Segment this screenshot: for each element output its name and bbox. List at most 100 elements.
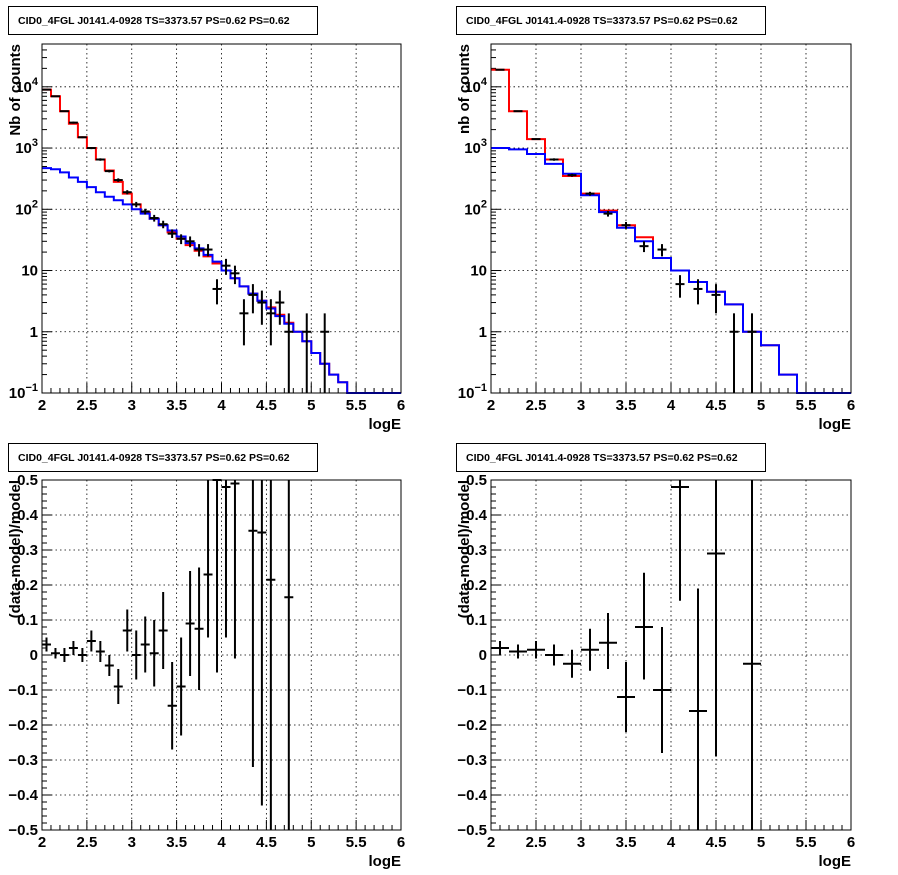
data-point: [221, 258, 231, 275]
data-point: [275, 290, 285, 325]
data-point: [545, 644, 563, 666]
data-point: [743, 480, 761, 830]
y-tick-label: 102: [15, 198, 38, 218]
y-tick-label: 103: [15, 137, 38, 157]
data-point: [707, 480, 725, 757]
data-point: [212, 479, 222, 673]
series-1-histogram: [42, 167, 401, 394]
data-point: [167, 662, 177, 750]
x-tick-label: 2: [38, 834, 46, 851]
y-tick-label: 0.1: [466, 612, 487, 629]
data-point: [581, 628, 599, 671]
y-tick-label: 0.4: [466, 507, 488, 524]
data-point: [567, 173, 577, 177]
y-tick-label: −0.4: [457, 787, 487, 804]
y-tick-label: 102: [464, 198, 487, 218]
data-point: [149, 620, 159, 687]
chart-title: CID0_4FGL J0141.4-0928 TS=3373.57 PS=0.6…: [8, 6, 318, 35]
x-tick-label: 2.5: [76, 397, 97, 414]
title-text: CID0_4FGL J0141.4-0928 TS=3373.57 PS=0.6…: [18, 452, 290, 464]
data-point: [239, 299, 249, 346]
y-tick-label: 0.3: [17, 542, 38, 559]
x-axis-title: logE: [369, 416, 402, 433]
x-tick-label: 3.5: [166, 397, 187, 414]
title-text: CID0_4FGL J0141.4-0928 TS=3373.57 PS=0.6…: [18, 15, 290, 27]
x-tick-label: 4: [667, 834, 676, 851]
x-tick-label: 3.5: [616, 397, 637, 414]
panel-counts-left: 2 2.5 3 3.5 4 4.5 5 5.5 6 10−1 1 10 102 103 104 logE Nb …: [7, 6, 405, 433]
y-tick-label: 0.5: [17, 472, 38, 489]
data-point: [104, 169, 114, 173]
data-point: [617, 662, 635, 732]
data-point: [257, 290, 267, 325]
y-axis-title: nb of counts: [456, 44, 473, 134]
panel-residuals-left: 2 2.5 3 3.5 4 4.5 5 5.5 6 −0.5 −0.4 −0.3 −0.2 −0.1 0 0.…: [7, 443, 405, 870]
data-point: [131, 201, 141, 208]
data-point: [42, 88, 51, 91]
data-point: [176, 637, 186, 736]
data-point: [158, 220, 168, 229]
chart-title: CID0_4FGL J0141.4-0928 TS=3373.57 PS=0.6…: [456, 6, 766, 35]
series-1-histogram: [491, 147, 851, 394]
data-point: [320, 313, 330, 393]
axis-ticks: [41, 43, 402, 394]
y-tick-label: −0.2: [8, 717, 38, 734]
y-tick-label: −0.3: [457, 752, 487, 769]
title-box: [8, 6, 318, 35]
x-tick-label: 4.5: [256, 397, 277, 414]
x-tick-label: 5: [757, 834, 765, 851]
data-point: [653, 627, 671, 753]
data-point: [693, 279, 703, 305]
data-point: [635, 572, 653, 680]
data-point: [167, 229, 177, 238]
data-point: [563, 649, 581, 678]
data-point: [68, 641, 78, 655]
y-tick-label: 0.2: [466, 577, 487, 594]
title-box: [456, 443, 766, 472]
x-tick-label: 3.5: [616, 834, 637, 851]
data-point: [203, 244, 213, 257]
data-point: [140, 616, 150, 673]
y-tick-label: 104: [15, 76, 39, 96]
data-point: [266, 480, 276, 830]
y-tick-label: 104: [464, 76, 488, 96]
chart-title: CID0_4FGL J0141.4-0928 TS=3373.57 PS=0.6…: [8, 443, 318, 472]
data-point: [42, 637, 51, 652]
data-point: [257, 480, 267, 806]
x-tick-label: 2.5: [526, 397, 547, 414]
data-point: [86, 147, 96, 150]
data-point: [599, 613, 617, 669]
data-point: [59, 110, 69, 113]
x-axis-title: logE: [819, 416, 852, 433]
data-point: [50, 95, 60, 98]
y-tick-label: 0: [479, 647, 487, 664]
data-point: [585, 191, 595, 196]
y-tick-label: 1: [30, 324, 38, 341]
y-tick-label: 0.4: [17, 507, 39, 524]
data-point: [68, 121, 78, 124]
y-tick-label: −0.2: [457, 717, 487, 734]
data-point: [531, 138, 541, 141]
data-point: [302, 313, 312, 393]
data-point: [140, 208, 150, 215]
y-tick-label: 1: [479, 324, 487, 341]
data-point: [113, 669, 123, 704]
x-tick-label: 5: [307, 834, 315, 851]
data-point: [689, 588, 707, 830]
data-point: [603, 210, 613, 217]
y-tick-label: 10: [470, 263, 487, 280]
y-tick-label: 0.1: [17, 612, 38, 629]
y-tick-label: 0.2: [17, 577, 38, 594]
data-point: [513, 110, 523, 113]
panel-residuals-right: 2 2.5 3 3.5 4 4.5 5 5.5 6 −0.5 −0.4 −0.3 −0.2 −0.1 0 0.…: [456, 443, 855, 870]
data-point: [549, 158, 559, 161]
y-tick-label: −0.5: [457, 822, 487, 839]
grid: [42, 44, 401, 393]
data-point: [185, 236, 195, 248]
x-tick-label: 4: [217, 397, 226, 414]
x-tick-label: 4: [667, 397, 676, 414]
data-point: [284, 313, 294, 393]
data-point: [176, 234, 186, 245]
data-point: [527, 641, 545, 659]
